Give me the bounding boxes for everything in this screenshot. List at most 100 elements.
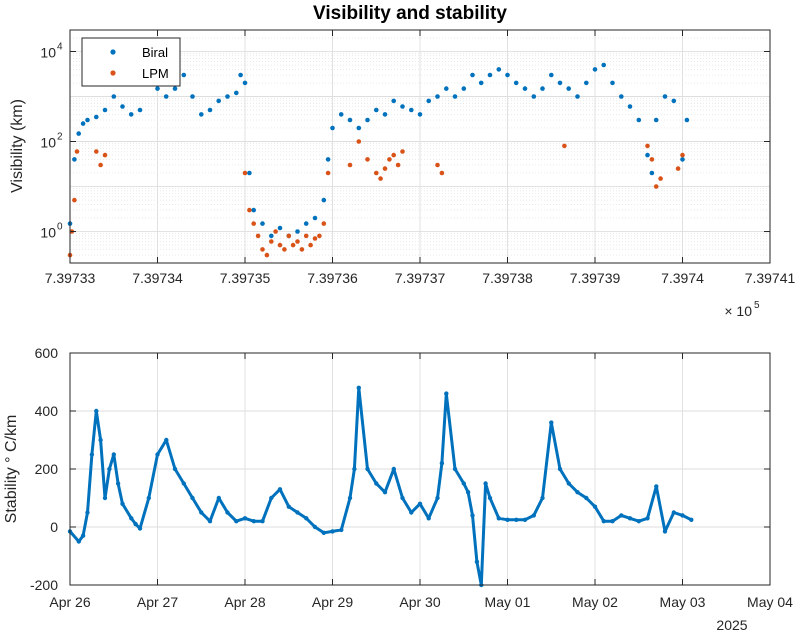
data-point bbox=[128, 112, 134, 117]
data-point bbox=[356, 125, 362, 131]
stability-series bbox=[67, 385, 694, 588]
data-point bbox=[562, 143, 567, 149]
data-point bbox=[260, 221, 265, 226]
data-point bbox=[260, 519, 265, 524]
data-point bbox=[653, 117, 659, 123]
data-point bbox=[347, 117, 353, 123]
data-point bbox=[199, 112, 204, 117]
x-tick-label: May 01 bbox=[485, 594, 531, 610]
data-point bbox=[172, 466, 178, 472]
data-point bbox=[264, 252, 270, 258]
y-tick-label: 600 bbox=[35, 345, 59, 361]
data-point bbox=[102, 152, 108, 158]
data-point bbox=[352, 466, 357, 472]
data-point bbox=[277, 242, 283, 248]
data-point bbox=[680, 152, 685, 158]
data-point bbox=[675, 166, 681, 171]
data-point bbox=[251, 221, 256, 226]
data-point bbox=[94, 114, 99, 120]
data-point bbox=[115, 481, 121, 486]
data-point bbox=[321, 197, 327, 203]
data-point bbox=[72, 157, 77, 162]
y-tick-label: -200 bbox=[30, 577, 58, 593]
data-point bbox=[129, 516, 134, 521]
data-point bbox=[658, 176, 663, 181]
data-point bbox=[102, 495, 108, 501]
data-point bbox=[549, 72, 554, 78]
data-point bbox=[610, 80, 615, 86]
data-point bbox=[98, 162, 103, 168]
data-point bbox=[356, 385, 361, 390]
data-point bbox=[234, 90, 239, 96]
data-point bbox=[207, 107, 213, 113]
data-point bbox=[522, 86, 528, 91]
data-point bbox=[645, 143, 650, 149]
x-exponent-base: × 10 bbox=[724, 303, 752, 319]
data-point bbox=[181, 481, 186, 486]
data-point bbox=[575, 490, 580, 495]
data-point bbox=[234, 519, 239, 524]
data-point bbox=[592, 504, 598, 509]
data-point bbox=[330, 125, 335, 131]
data-point bbox=[225, 510, 230, 515]
data-point bbox=[540, 86, 545, 91]
x-tick-label: 7.39737 bbox=[395, 270, 446, 286]
x-tick-label: Apr 27 bbox=[137, 594, 178, 610]
data-point bbox=[452, 94, 458, 99]
data-point bbox=[465, 490, 471, 495]
data-point bbox=[439, 461, 445, 466]
data-point bbox=[76, 131, 81, 136]
data-point bbox=[155, 452, 160, 457]
data-point bbox=[395, 162, 401, 168]
data-point bbox=[365, 157, 370, 162]
visibility-panel: Visibility and stability 7.39733 7.39734 7… bbox=[9, 3, 796, 319]
data-point bbox=[391, 98, 397, 104]
legend-biral-label: Biral bbox=[142, 45, 168, 60]
data-point bbox=[649, 157, 655, 162]
data-point bbox=[94, 149, 99, 154]
data-point bbox=[478, 80, 484, 86]
data-point bbox=[374, 481, 379, 486]
data-point bbox=[417, 112, 423, 117]
stability-y-axis-label: Stability ° C/km bbox=[3, 415, 20, 524]
data-point bbox=[610, 519, 615, 524]
data-point bbox=[671, 98, 677, 104]
data-point bbox=[80, 121, 86, 126]
data-point bbox=[531, 513, 536, 518]
data-point bbox=[400, 104, 405, 109]
data-point bbox=[347, 495, 353, 501]
data-point bbox=[273, 229, 278, 234]
data-point bbox=[426, 98, 432, 104]
data-point bbox=[325, 157, 331, 162]
data-point bbox=[120, 104, 125, 109]
data-point bbox=[662, 529, 668, 534]
visibility-y-axis-label: Visibility (km) bbox=[9, 99, 26, 193]
data-point bbox=[321, 530, 326, 535]
data-point bbox=[277, 487, 283, 492]
visibility-ticks: 7.39733 7.39734 7.39735 7.39736 7.39737 7.397… bbox=[40, 30, 796, 286]
y-tick-exponent: 0 bbox=[57, 222, 63, 233]
data-point bbox=[111, 94, 117, 99]
data-point bbox=[247, 170, 252, 176]
data-point bbox=[207, 519, 213, 524]
x-exponent: 5 bbox=[754, 300, 760, 311]
data-point bbox=[107, 466, 112, 472]
data-point bbox=[325, 170, 331, 176]
data-point bbox=[487, 72, 493, 78]
x-tick-label: 7.39738 bbox=[482, 270, 533, 286]
data-point bbox=[584, 80, 589, 86]
data-point bbox=[387, 157, 392, 162]
x-tick-label: May 02 bbox=[572, 594, 618, 610]
data-point bbox=[98, 437, 103, 443]
y-tick-label: 10 bbox=[40, 44, 56, 60]
data-point bbox=[269, 495, 274, 501]
data-point bbox=[299, 247, 305, 252]
data-point bbox=[190, 495, 195, 501]
data-point bbox=[645, 516, 650, 521]
data-point bbox=[85, 510, 90, 515]
data-point bbox=[439, 170, 445, 176]
data-point bbox=[199, 510, 204, 515]
y-tick-label: 400 bbox=[35, 403, 59, 419]
stability-ticks: Apr 26 Apr 27 Apr 28 Apr 29 Apr 30 May 01 May … bbox=[30, 345, 793, 610]
